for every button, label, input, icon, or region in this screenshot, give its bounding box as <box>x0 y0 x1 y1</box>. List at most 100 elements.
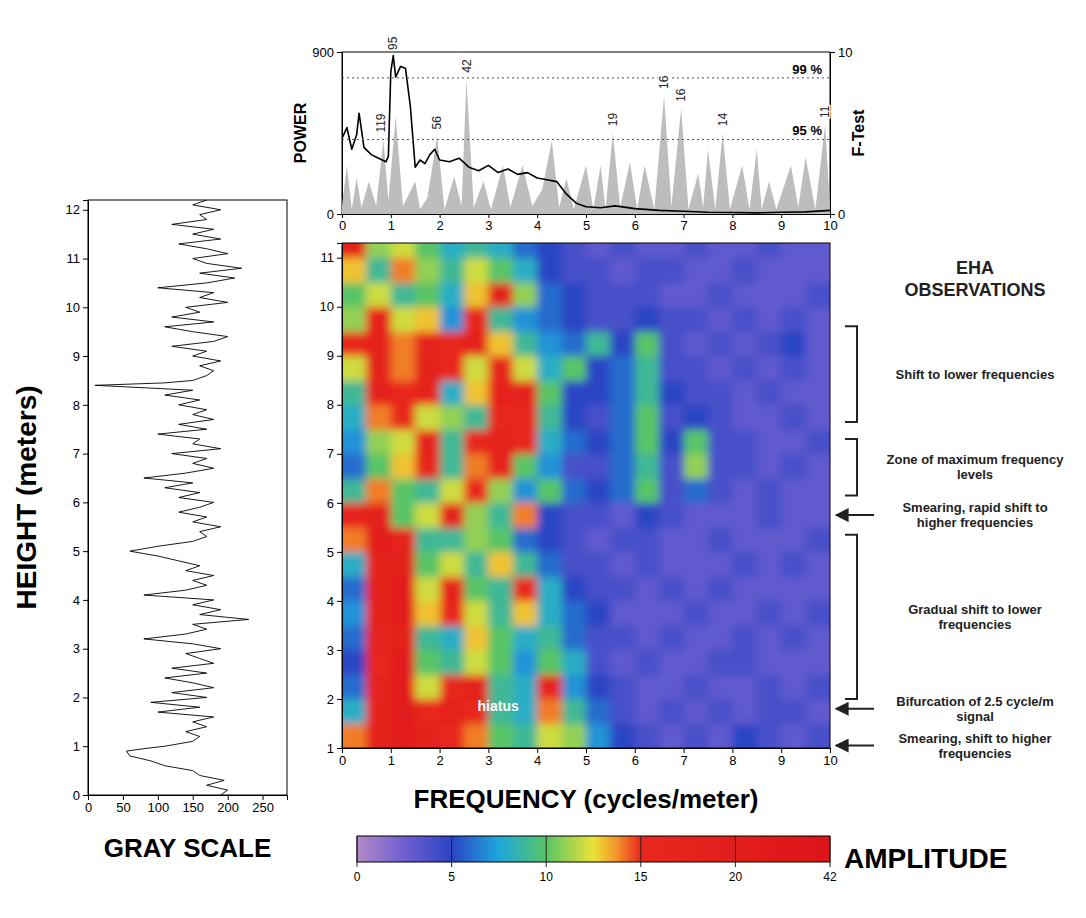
heat-cell <box>342 243 367 258</box>
heat-cell <box>366 576 391 601</box>
heat-cell <box>464 503 489 528</box>
heat-cell <box>488 527 513 552</box>
heat-cell <box>781 258 806 283</box>
heat-cell <box>684 243 709 258</box>
heat-cell <box>806 243 830 258</box>
text-line: levels <box>957 467 993 482</box>
tick: 5 <box>327 545 342 560</box>
heat-cell <box>586 258 611 283</box>
tick: 5 <box>583 748 590 768</box>
heat-cell <box>537 405 562 430</box>
tick-label: 0 <box>339 753 346 768</box>
heat-cell <box>391 405 416 430</box>
plot-area <box>95 200 249 795</box>
heat-cell <box>732 282 757 307</box>
tick-label: 900 <box>312 45 334 60</box>
colorbar-tick-label: 0 <box>354 870 361 884</box>
heat-cell <box>684 454 709 479</box>
heat-cell <box>659 601 684 626</box>
heat-cell <box>342 429 367 454</box>
heat-cell <box>757 331 782 356</box>
heat-cell <box>415 380 440 405</box>
tick-label: 11 <box>67 251 81 266</box>
heat-cell <box>415 723 440 748</box>
heat-cell <box>757 356 782 381</box>
heat-cell <box>684 723 709 748</box>
heat-cell <box>635 650 660 675</box>
heat-cell <box>342 405 367 430</box>
heat-cell <box>391 674 416 699</box>
heat-cell <box>366 552 391 577</box>
heat-cell <box>391 356 416 381</box>
heat-cell <box>732 552 757 577</box>
heat-cell <box>757 527 782 552</box>
y2-axis-title: F-Test <box>850 109 867 156</box>
heat-cell <box>781 405 806 430</box>
heat-cell <box>586 380 611 405</box>
heat-cell <box>342 552 367 577</box>
heat-cell <box>342 258 367 283</box>
reference-label: 99 % <box>792 62 822 77</box>
tick-label: 7 <box>680 753 687 768</box>
tick: 10 <box>823 748 837 768</box>
reference-line <box>342 139 830 140</box>
heat-cell <box>537 380 562 405</box>
tick: 0 <box>73 788 88 803</box>
heat-cell <box>342 527 367 552</box>
peak-label: 16 <box>674 88 688 102</box>
heat-cell <box>513 503 538 528</box>
annotation: hiatus <box>478 698 519 714</box>
heat-cell <box>488 650 513 675</box>
tick: 6 <box>73 495 88 510</box>
heat-cell <box>537 356 562 381</box>
heat-cell <box>391 282 416 307</box>
heat-cell <box>659 380 684 405</box>
tick-label: 5 <box>327 545 334 560</box>
tick: 3 <box>485 748 492 768</box>
heat-cell <box>806 307 830 332</box>
heat-cell <box>513 723 538 748</box>
heat-cell <box>562 405 587 430</box>
heat-cell <box>806 478 830 503</box>
heat-cell <box>586 478 611 503</box>
text-line: EHA <box>956 258 994 278</box>
tick: 0 <box>85 795 92 815</box>
heat-cell <box>537 331 562 356</box>
text-line: Gradual shift to lower <box>908 602 1042 617</box>
heat-cell <box>586 307 611 332</box>
heat-cell <box>806 527 830 552</box>
heat-cell <box>488 552 513 577</box>
heat-cell <box>513 405 538 430</box>
tick: 10 <box>830 45 852 60</box>
heat-cell <box>537 674 562 699</box>
heat-cell <box>415 454 440 479</box>
heat-cell <box>562 356 587 381</box>
heat-cell <box>781 282 806 307</box>
heat-cell <box>781 625 806 650</box>
heat-cell <box>488 478 513 503</box>
heat-cell <box>586 429 611 454</box>
heat-cell <box>488 503 513 528</box>
heat-cell <box>781 356 806 381</box>
heat-cell <box>684 650 709 675</box>
tick: 100 <box>147 795 169 815</box>
heat-cell <box>366 356 391 381</box>
heat-cell <box>806 258 830 283</box>
heat-cell <box>757 380 782 405</box>
heat-cell <box>732 380 757 405</box>
heat-cell <box>537 307 562 332</box>
tick: 8 <box>73 397 88 412</box>
tick-label: 0 <box>85 800 92 815</box>
heat-cell <box>610 282 635 307</box>
heat-cell <box>806 601 830 626</box>
heat-cell <box>562 601 587 626</box>
heat-cell <box>488 380 513 405</box>
heat-cell <box>415 478 440 503</box>
tick-mark <box>337 748 342 749</box>
tick: 9 <box>778 214 785 233</box>
heat-cell <box>586 576 611 601</box>
heat-cell <box>684 552 709 577</box>
heat-cell <box>610 650 635 675</box>
heat-cell <box>586 674 611 699</box>
tick: 0 <box>339 748 346 768</box>
